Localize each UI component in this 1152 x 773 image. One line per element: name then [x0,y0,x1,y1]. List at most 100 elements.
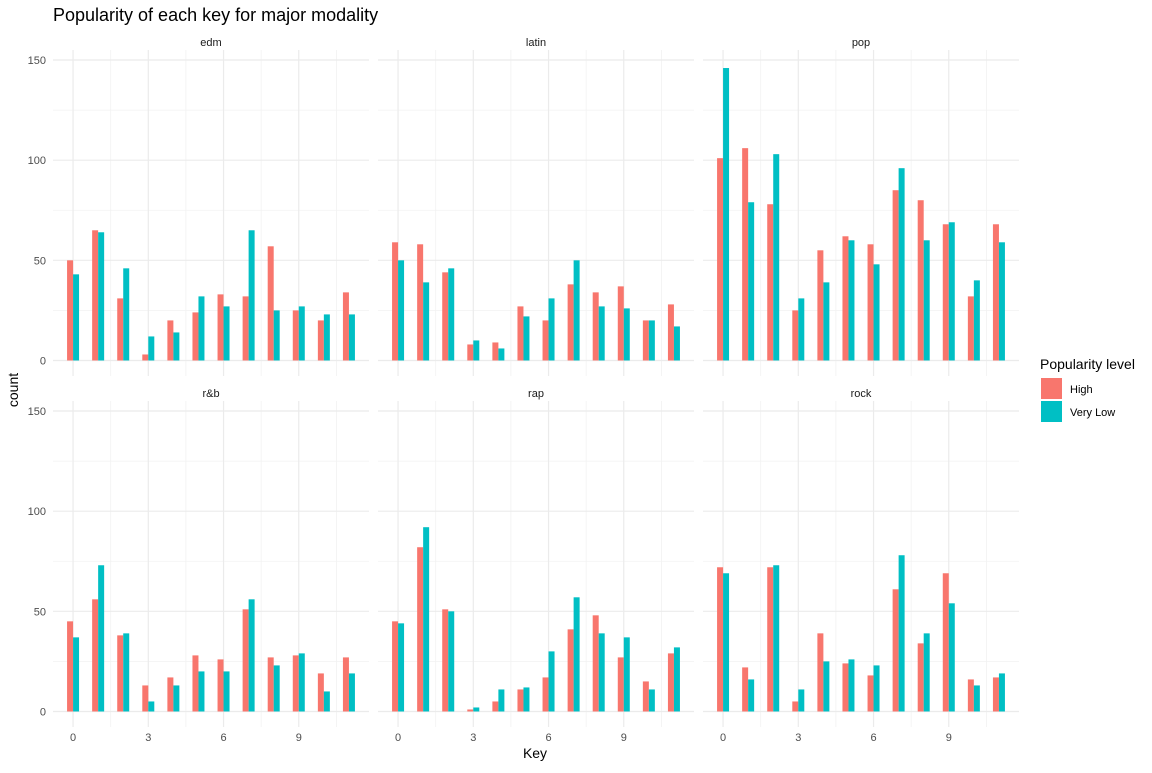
bar-high [792,701,799,712]
bar-very-low [723,573,730,712]
bar-very-low [148,701,155,712]
bar-high [567,629,574,712]
x-tick-label: 0 [720,732,726,744]
bar-very-low [473,707,480,712]
x-tick-label: 6 [870,732,876,744]
bar-high [992,224,999,361]
bar-high [167,677,174,712]
bar-very-low [673,647,680,712]
y-tick-label: 100 [28,155,46,167]
bar-high [567,284,574,361]
bar-high [642,681,649,712]
facet-label: edm [200,37,221,49]
bar-high [592,292,599,361]
bar-very-low [748,202,755,361]
bar-very-low [973,280,980,361]
bar-very-low [273,310,280,361]
facet-panel: rock 0 3 6 9 [703,388,1019,744]
bar-high [742,148,749,361]
bar-very-low [598,633,605,712]
bar-very-low [998,673,1005,712]
bar-very-low [73,637,80,712]
chart-title: Popularity of each key for major modalit… [53,5,378,25]
bar-very-low [923,240,930,361]
bar-high [942,573,949,712]
bar-very-low [398,623,405,712]
bar-very-low [798,689,805,712]
legend-swatch [1041,401,1062,422]
bar-very-low [948,222,955,361]
bar-high [442,272,449,361]
legend-title: Popularity level [1040,356,1135,372]
bar-very-low [598,306,605,361]
bar-very-low [623,637,630,712]
bar-high [267,246,274,361]
facet-panel: latin [378,37,694,376]
bar-high [867,244,874,361]
bar-very-low [973,685,980,712]
bar-very-low [873,665,880,712]
bar-high [517,689,524,712]
x-tick-label: 9 [621,732,627,744]
bar-very-low [773,154,780,361]
bar-very-low [298,653,305,712]
bar-high [617,286,624,361]
bar-very-low [648,320,655,361]
bar-high [742,667,749,712]
bar-very-low [348,314,355,361]
bar-high [842,663,849,712]
bar-very-low [198,296,205,361]
x-tick-label: 6 [220,732,226,744]
bar-high [317,320,324,361]
bar-very-low [573,260,580,361]
facet-panel: r&b 0 50 100 150 0 3 6 9 [28,388,369,744]
bar-high [767,567,774,712]
bar-very-low [823,282,830,361]
bar-high [467,344,474,361]
bar-high [192,655,199,712]
bar-very-low [898,555,905,712]
bar-high [892,589,899,712]
bar-very-low [248,599,255,712]
bar-high [342,292,349,361]
bar-very-low [498,348,505,361]
bar-high [242,609,249,712]
y-tick-label: 150 [28,406,46,418]
facet-panel: rap 0 3 6 9 [378,388,694,744]
bar-high [217,659,224,712]
bar-very-low [898,168,905,361]
bar-very-low [748,679,755,712]
bar-high [467,709,474,712]
bar-high [142,685,149,712]
x-tick-label: 9 [946,732,952,744]
bar-high [442,609,449,712]
y-tick-label: 100 [28,506,46,518]
y-tick-label: 50 [34,255,46,267]
bar-very-low [923,633,930,712]
bar-high [717,158,724,361]
bar-very-low [423,282,430,361]
bar-high [492,701,499,712]
x-axis-label: Key [523,745,547,761]
bar-very-low [998,242,1005,361]
legend-label: High [1070,384,1093,396]
bar-high [867,675,874,712]
x-tick-label: 6 [545,732,551,744]
bar-high [917,643,924,712]
facet-label: r&b [202,388,219,400]
bar-very-low [623,308,630,361]
bar-very-low [173,685,180,712]
bar-very-low [848,659,855,712]
bar-very-low [198,671,205,712]
bar-high [642,320,649,361]
bar-high [292,310,299,361]
legend-swatch [1041,378,1062,399]
bar-high [717,567,724,712]
bar-high [392,621,399,712]
bar-very-low [323,314,330,361]
legend: Popularity level High Very Low [1040,356,1135,422]
bar-high [317,673,324,712]
bar-high [92,230,99,361]
y-tick-label: 0 [40,355,46,367]
